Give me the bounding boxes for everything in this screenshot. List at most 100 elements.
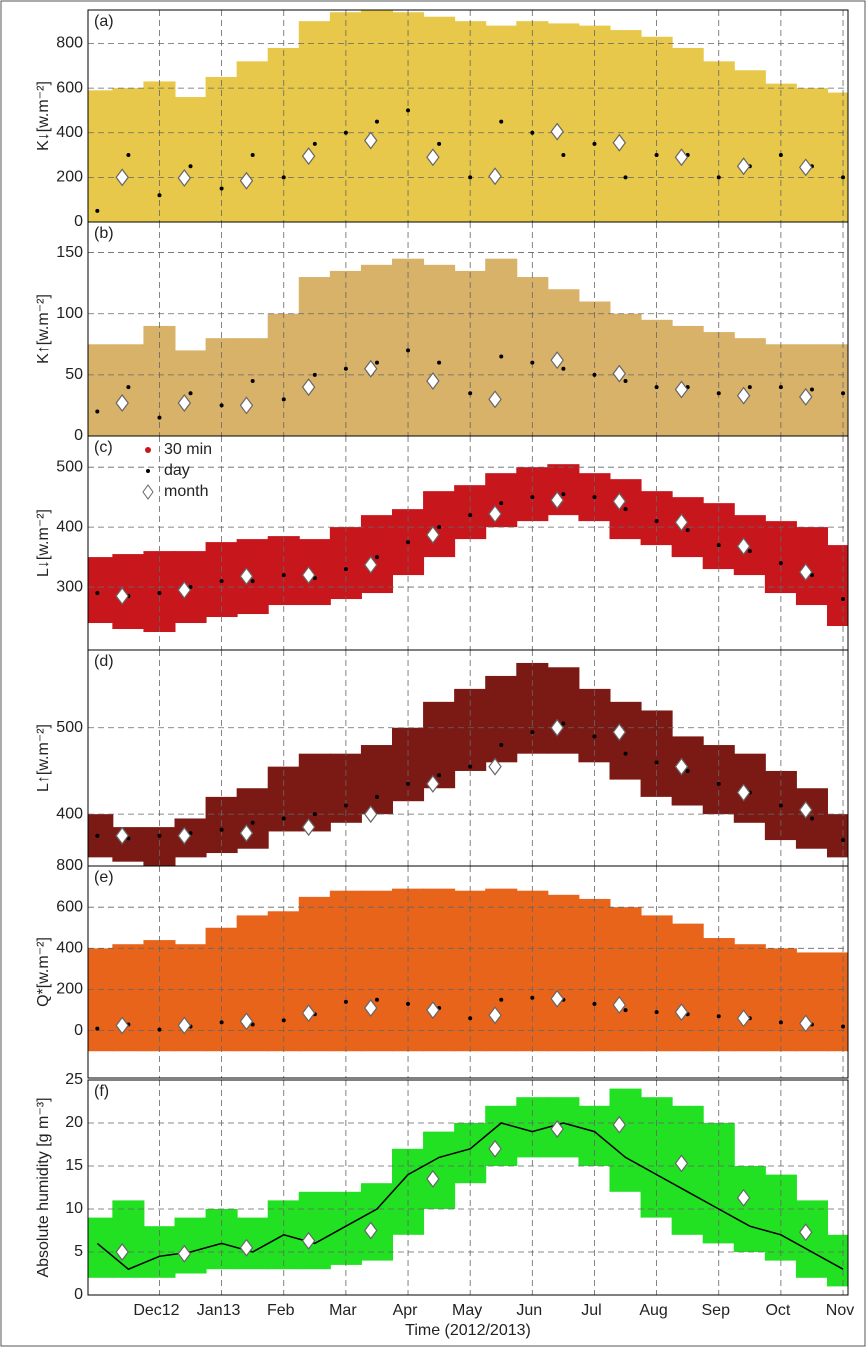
panel: [88, 866, 848, 1078]
y-tick-label: 0: [74, 1286, 83, 1303]
y-tick-label: 400: [56, 518, 83, 535]
day-point: [654, 760, 659, 765]
day-point: [499, 119, 504, 124]
thirty-min-range: [609, 1088, 642, 1192]
x-tick-label: Dec12: [133, 1302, 179, 1319]
day-point: [219, 579, 224, 584]
month-marker: [239, 396, 254, 415]
day-point: [126, 385, 131, 390]
panel: [88, 10, 848, 222]
thirty-min-range: [88, 948, 114, 1052]
thirty-min-range: [112, 944, 145, 1052]
month-marker: [301, 1231, 316, 1250]
day-point: [250, 820, 255, 825]
x-tick-label: Jul: [581, 1302, 601, 1319]
day-point: [250, 1022, 255, 1027]
day-point: [530, 495, 535, 500]
y-tick-label: 0: [74, 427, 83, 444]
thirty-min-range: [360, 890, 393, 1052]
day-point: [654, 519, 659, 524]
day-point: [250, 579, 255, 584]
day-point: [312, 812, 317, 817]
month-marker: [239, 171, 254, 190]
month-marker: [115, 587, 129, 606]
day-point: [841, 838, 846, 843]
thirty-min-range: [516, 467, 549, 522]
day-point: [530, 730, 535, 735]
month-marker: [736, 1009, 751, 1028]
day-point: [95, 1026, 100, 1031]
day-point: [157, 193, 162, 198]
panel-label: (b): [94, 225, 114, 242]
day-point: [343, 567, 348, 572]
day-point: [623, 378, 628, 383]
month-marker: [488, 1006, 502, 1025]
month-marker: [115, 393, 129, 412]
month-marker: [674, 1003, 689, 1022]
thirty-min-range: [360, 1183, 393, 1261]
month-marker: [177, 1016, 192, 1035]
day-point: [343, 366, 348, 371]
day-point: [219, 186, 224, 191]
month-marker: [301, 566, 316, 585]
y-tick-label: 600: [56, 79, 83, 96]
thirty-min-range: [88, 557, 114, 624]
y-axis-label: L↓[w.m⁻²]: [35, 509, 52, 577]
thirty-min-range: [88, 344, 114, 436]
thirty-min-range: [174, 1217, 207, 1274]
month-marker: [426, 1001, 440, 1020]
month-marker: [301, 818, 316, 837]
thirty-min-range: [112, 1200, 145, 1278]
day-point: [499, 354, 504, 359]
y-tick-label: 150: [56, 244, 83, 261]
day-point: [716, 1014, 721, 1019]
day-point: [250, 378, 255, 383]
month-marker: [612, 995, 627, 1014]
x-tick-label: Feb: [267, 1302, 295, 1319]
thirty-min-range: [112, 344, 145, 436]
panel-label: (d): [94, 653, 114, 670]
thirty-min-range: [329, 12, 362, 222]
month-marker: [798, 387, 813, 406]
day-point: [250, 153, 255, 158]
day-point: [685, 768, 690, 773]
thirty-min-range: [702, 938, 735, 1052]
day-point: [561, 721, 566, 726]
day-point: [623, 1008, 628, 1013]
x-tick-label: Jan13: [197, 1302, 241, 1319]
day-point: [809, 387, 814, 392]
thirty-min-range: [88, 814, 114, 858]
thirty-min-range: [795, 1200, 828, 1278]
month-marker: [488, 1139, 502, 1158]
day-point: [778, 385, 783, 390]
thirty-min-range: [733, 944, 766, 1052]
thirty-min-range: [516, 662, 549, 754]
panel-label: (a): [94, 13, 114, 30]
thirty-min-range: [826, 545, 848, 627]
month-marker: [115, 826, 129, 845]
thirty-min-range: [485, 25, 518, 222]
day-point: [747, 385, 752, 390]
month-marker: [736, 386, 751, 405]
day-point: [188, 164, 193, 169]
month-marker: [177, 826, 192, 845]
day-point: [561, 366, 566, 371]
day-point: [623, 751, 628, 756]
thirty-min-range: [236, 61, 269, 222]
thirty-min-range: [671, 47, 704, 222]
month-marker: [363, 555, 378, 574]
day-point: [157, 833, 162, 838]
day-point: [468, 391, 473, 396]
thirty-min-range: [547, 23, 580, 222]
day-point: [716, 781, 721, 786]
x-tick-label: Apr: [393, 1302, 419, 1319]
month-marker: [550, 122, 564, 141]
day-point: [561, 153, 566, 158]
thirty-min-range: [547, 667, 580, 754]
month-marker: [426, 1169, 440, 1188]
y-tick-label: 600: [56, 898, 83, 915]
thirty-min-range: [360, 264, 393, 436]
month-marker: [612, 1115, 627, 1134]
